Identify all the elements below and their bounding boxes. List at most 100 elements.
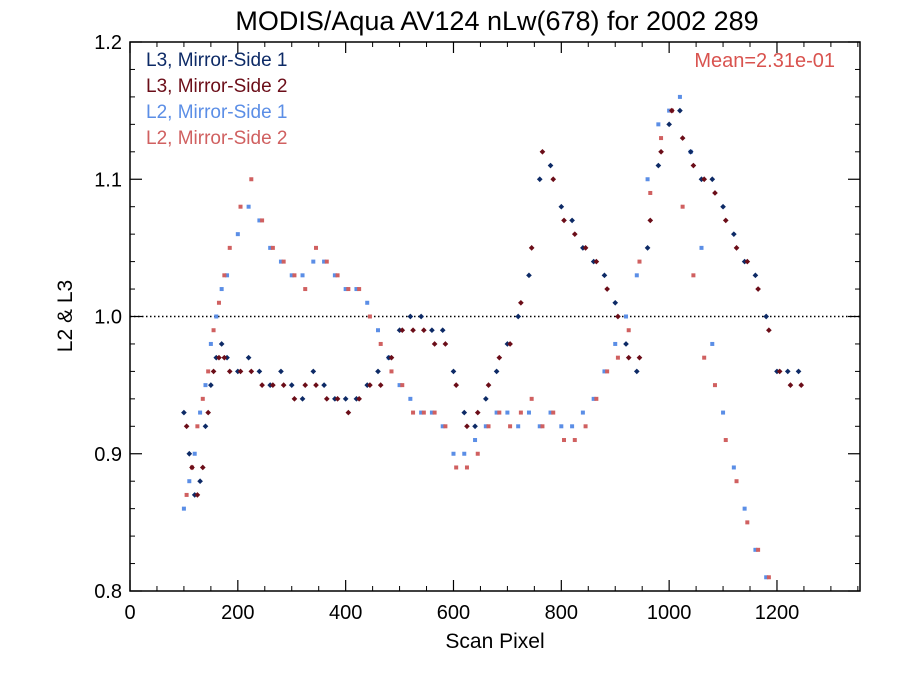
l3-ms1-point <box>181 409 187 416</box>
l2-ms1-point <box>311 259 316 264</box>
l2-ms2-point <box>659 136 664 141</box>
l3-ms1-point <box>526 272 532 279</box>
l2-ms1-point <box>624 314 629 319</box>
l3-ms1-point <box>197 478 203 485</box>
l2-ms2-point <box>200 396 205 401</box>
l3-ms1-point <box>483 396 489 402</box>
l2-ms2-point <box>195 424 200 429</box>
l3-ms2-point <box>604 286 610 292</box>
l3-ms2-point <box>453 382 460 388</box>
l3-ms1-point <box>666 121 672 128</box>
l2-ms1-point <box>645 177 650 182</box>
l2-ms2-point <box>734 479 739 484</box>
l2-ms2-point <box>680 204 685 209</box>
l3-ms2-point <box>216 354 222 361</box>
l2-ms2-point <box>562 438 567 443</box>
l3-ms1-point <box>569 217 575 224</box>
l2-ms1-point <box>764 575 769 580</box>
l2-ms2-point <box>357 287 362 292</box>
l3-ms2-point <box>421 327 427 334</box>
l2-ms2-point <box>389 369 394 374</box>
l3-ms1-point <box>418 313 424 320</box>
l2-ms2-point <box>346 287 351 292</box>
l3-ms1-point <box>687 148 694 155</box>
l2-ms2-point <box>303 287 308 292</box>
l2-ms1-point <box>181 506 186 511</box>
l2-ms1-point <box>208 341 213 346</box>
l3-ms2-point <box>712 190 718 196</box>
l3-ms1-point <box>342 396 349 402</box>
x-tick-label: 1000 <box>647 602 692 624</box>
l3-ms1-point <box>515 313 522 320</box>
l2-ms1-point <box>365 300 370 305</box>
l2-ms1-point <box>397 383 402 388</box>
l3-ms1-point <box>288 382 295 388</box>
l3-ms1-point <box>536 176 543 183</box>
l2-ms2-point <box>411 410 416 415</box>
l3-ms1-point <box>256 368 263 375</box>
l3-ms1-point <box>461 409 468 416</box>
l2-ms1-point <box>235 232 240 237</box>
x-tick-label: 1200 <box>755 602 800 624</box>
l3-ms2-point <box>615 313 621 320</box>
l2-ms1-point <box>677 94 682 99</box>
l2-ms1-point <box>710 341 715 346</box>
l2-ms1-point <box>214 314 219 319</box>
l2-ms1-point <box>731 465 736 470</box>
l3-ms2-point <box>496 354 503 361</box>
legend-entry-l2-ms2: L2, Mirror-Side 2 <box>146 128 288 149</box>
l2-ms1-point <box>591 396 596 401</box>
l3-ms2-point <box>744 258 751 265</box>
l3-ms2-point <box>798 382 805 388</box>
l3-ms2-point <box>787 382 794 388</box>
l2-ms1-point <box>505 410 510 415</box>
l3-ms2-point <box>399 327 406 334</box>
l3-ms1-point <box>709 176 716 183</box>
l3-ms2-point <box>431 341 438 347</box>
l3-ms1-point <box>547 162 554 169</box>
l3-ms1-point <box>677 107 683 114</box>
l3-ms1-point <box>558 203 565 210</box>
l2-ms1-point <box>537 424 542 429</box>
l2-ms1-point <box>494 410 499 415</box>
l3-ms2-point <box>442 341 449 347</box>
l3-ms2-point <box>561 217 567 224</box>
l3-ms1-point <box>731 231 737 237</box>
l2-ms1-point <box>429 410 434 415</box>
l3-ms1-point <box>612 299 619 306</box>
l2-ms1-point <box>300 273 305 278</box>
l2-ms1-point <box>246 204 251 209</box>
l3-ms2-point <box>291 396 298 402</box>
l2-ms2-point <box>222 273 227 278</box>
l3-ms2-point <box>377 382 384 388</box>
l3-ms2-point <box>679 135 686 141</box>
x-tick-label: 800 <box>545 602 578 624</box>
l2-ms2-point <box>464 465 469 470</box>
l2-ms2-point <box>335 273 340 278</box>
l3-ms1-point <box>375 368 381 375</box>
l3-ms2-point <box>755 286 761 292</box>
l3-ms1-point <box>601 272 608 279</box>
l2-ms2-point <box>292 273 297 278</box>
l2-ms1-point <box>526 410 531 415</box>
l2-ms1-point <box>548 410 553 415</box>
l2-ms1-point <box>516 424 521 429</box>
l2-ms1-point <box>656 122 661 127</box>
l3-ms2-point <box>701 176 708 183</box>
l2-ms1-point <box>570 424 575 429</box>
l3-ms2-point <box>690 162 697 169</box>
l3-ms2-point <box>507 341 513 347</box>
l2-ms2-point <box>421 410 426 415</box>
l2-ms2-point <box>443 424 448 429</box>
l3-ms1-point <box>655 162 662 169</box>
l3-ms1-point <box>407 313 414 320</box>
l3-ms2-point <box>550 176 557 183</box>
l2-ms2-point <box>572 438 577 443</box>
l2-ms2-point <box>432 410 437 415</box>
l3-ms1-point <box>633 368 640 375</box>
l3-ms1-point <box>450 368 457 375</box>
l2-ms2-point <box>227 245 232 250</box>
l2-ms2-point <box>540 424 545 429</box>
l2-ms1-point <box>440 424 445 429</box>
l2-ms1-point <box>332 273 337 278</box>
